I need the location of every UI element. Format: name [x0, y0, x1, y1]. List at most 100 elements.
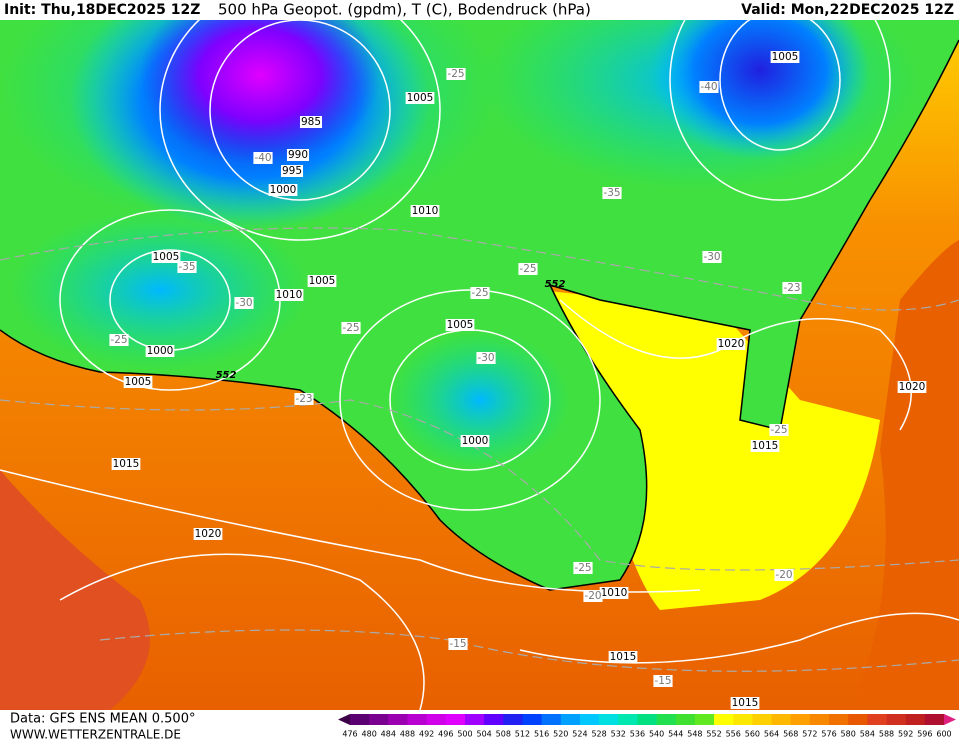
temperature-label-box — [253, 152, 273, 164]
colorbar-tick-label: 492 — [419, 730, 434, 739]
colorbar-tick-label: 560 — [745, 730, 760, 739]
colorbar-end — [338, 714, 350, 725]
pressure-label: 1015 — [732, 697, 759, 709]
pressure-label: 1005 — [407, 92, 434, 104]
temperature-label: -40 — [700, 81, 717, 93]
temperature-label-box — [699, 81, 719, 93]
temperature-label-box — [234, 297, 254, 309]
temperature-label-box — [294, 393, 314, 405]
colorbar-swatch — [560, 714, 581, 725]
colorbar-tick-label: 552 — [706, 730, 721, 739]
colorbar-tick-label: 512 — [515, 730, 530, 739]
temperature-label: -30 — [477, 352, 494, 364]
pressure-label-box — [445, 319, 475, 331]
pressure-label-box — [268, 184, 298, 196]
colorbar-swatch — [771, 714, 792, 725]
pressure-label-box — [193, 528, 223, 540]
temperature-label: -30 — [235, 297, 252, 309]
colorbar-tick-label: 516 — [534, 730, 549, 739]
pressure-label: 1020 — [195, 528, 222, 540]
pressure-label: 1000 — [147, 345, 174, 357]
colorbar-swatch — [350, 714, 370, 725]
pressure-label: 1005 — [309, 275, 336, 287]
colorbar-tick-label: 544 — [668, 730, 683, 739]
map-labels: 1005 985 990 995 1000 1010 1005 1010 1005 1005 100… — [109, 51, 927, 709]
colorbar-tick-label: 476 — [342, 730, 357, 739]
pressure-label: 990 — [288, 149, 308, 161]
temperature-label: -15 — [654, 675, 671, 687]
colorbar-tick-label: 548 — [687, 730, 702, 739]
colorbar: 476 480 484 488 492 496 500 504 508 512 516 520 524 5… — [338, 714, 956, 739]
pressure-label-box — [307, 275, 337, 287]
pressure-label-box — [897, 381, 927, 393]
pressure-label-box — [770, 51, 800, 63]
pressure-label-box — [299, 116, 323, 128]
pressure-label: 1010 — [412, 205, 439, 217]
colorbar-tick-label: 480 — [362, 730, 377, 739]
pressure-label: 1010 — [276, 289, 303, 301]
geopotential-label: 552 — [216, 370, 237, 381]
colorbar-tick-label: 540 — [649, 730, 664, 739]
pressure-label-box — [280, 165, 304, 177]
colorbar-swatch — [656, 714, 677, 725]
pressure-label: 1005 — [153, 251, 180, 263]
colorbar-swatch — [541, 714, 562, 725]
temperature-label: -25 — [770, 424, 787, 436]
temperature-label: -25 — [110, 334, 127, 346]
colorbar-swatch — [445, 714, 466, 725]
colorbar-tick-label: 600 — [936, 730, 951, 739]
pressure-label-box — [608, 651, 638, 663]
colorbar-tick-label: 588 — [879, 730, 894, 739]
temperature-label-box — [782, 282, 802, 294]
colorbar-tick-label: 592 — [898, 730, 913, 739]
data-source: Data: GFS ENS MEAN 0.500° — [10, 712, 195, 727]
pressure-label: 1000 — [462, 435, 489, 447]
temperature-label-box — [109, 334, 129, 346]
colorbar-swatch — [407, 714, 428, 725]
temperature-label-box — [769, 424, 789, 436]
colorbar-swatch — [829, 714, 849, 725]
colorbar-tick-label: 484 — [381, 730, 396, 739]
colorbar-tick-label: 488 — [400, 730, 415, 739]
temperature-label-box — [602, 187, 622, 199]
temperature-label: -25 — [574, 562, 591, 574]
temperature-label: -20 — [584, 590, 601, 602]
colorbar-tick-label: 572 — [802, 730, 817, 739]
temperature-label-box — [583, 590, 603, 602]
pressure-label: 1015 — [113, 458, 140, 470]
pressure-label-box — [286, 149, 310, 161]
colorbar-swatch — [694, 714, 715, 725]
temperature-label: -25 — [342, 322, 359, 334]
colorbar-swatch — [503, 714, 523, 725]
colorbar-swatch — [522, 714, 543, 725]
map-background — [0, 0, 959, 710]
pressure-label: 1020 — [899, 381, 926, 393]
colorbar-tick-label: 576 — [821, 730, 836, 739]
pressure-label-box — [151, 251, 181, 263]
temperature-label-box — [177, 261, 197, 273]
pressure-label-box — [599, 587, 629, 599]
colorbar-swatch — [618, 714, 638, 725]
colorbar-swatch — [388, 714, 408, 725]
site: WWW.WETTERZENTRALE.DE — [10, 728, 181, 741]
temperature-label: -15 — [449, 638, 466, 650]
colorbar-tick-label: 500 — [457, 730, 472, 739]
pressure-label: 1015 — [752, 440, 779, 452]
geopotential-label: 552 — [545, 279, 566, 290]
colorbar-tick-label: 568 — [783, 730, 798, 739]
pressure-label-box — [111, 458, 141, 470]
colorbar-swatch — [790, 714, 811, 725]
temperature-label-box — [476, 352, 496, 364]
colorbar-tick-label: 504 — [476, 730, 491, 739]
temperature-label: -25 — [447, 68, 464, 80]
temperature-label: -40 — [254, 152, 271, 164]
temperature-label-box — [573, 562, 593, 574]
colorbar-swatch — [809, 714, 830, 725]
pressure-label-box — [750, 440, 780, 452]
isobars — [0, 0, 959, 710]
colorbar-swatch — [599, 714, 619, 725]
colorbar-tick-label: 596 — [917, 730, 932, 739]
colorbar-tick-label: 580 — [841, 730, 856, 739]
pressure-label-box — [716, 338, 746, 350]
colorbar-swatch — [484, 714, 504, 725]
